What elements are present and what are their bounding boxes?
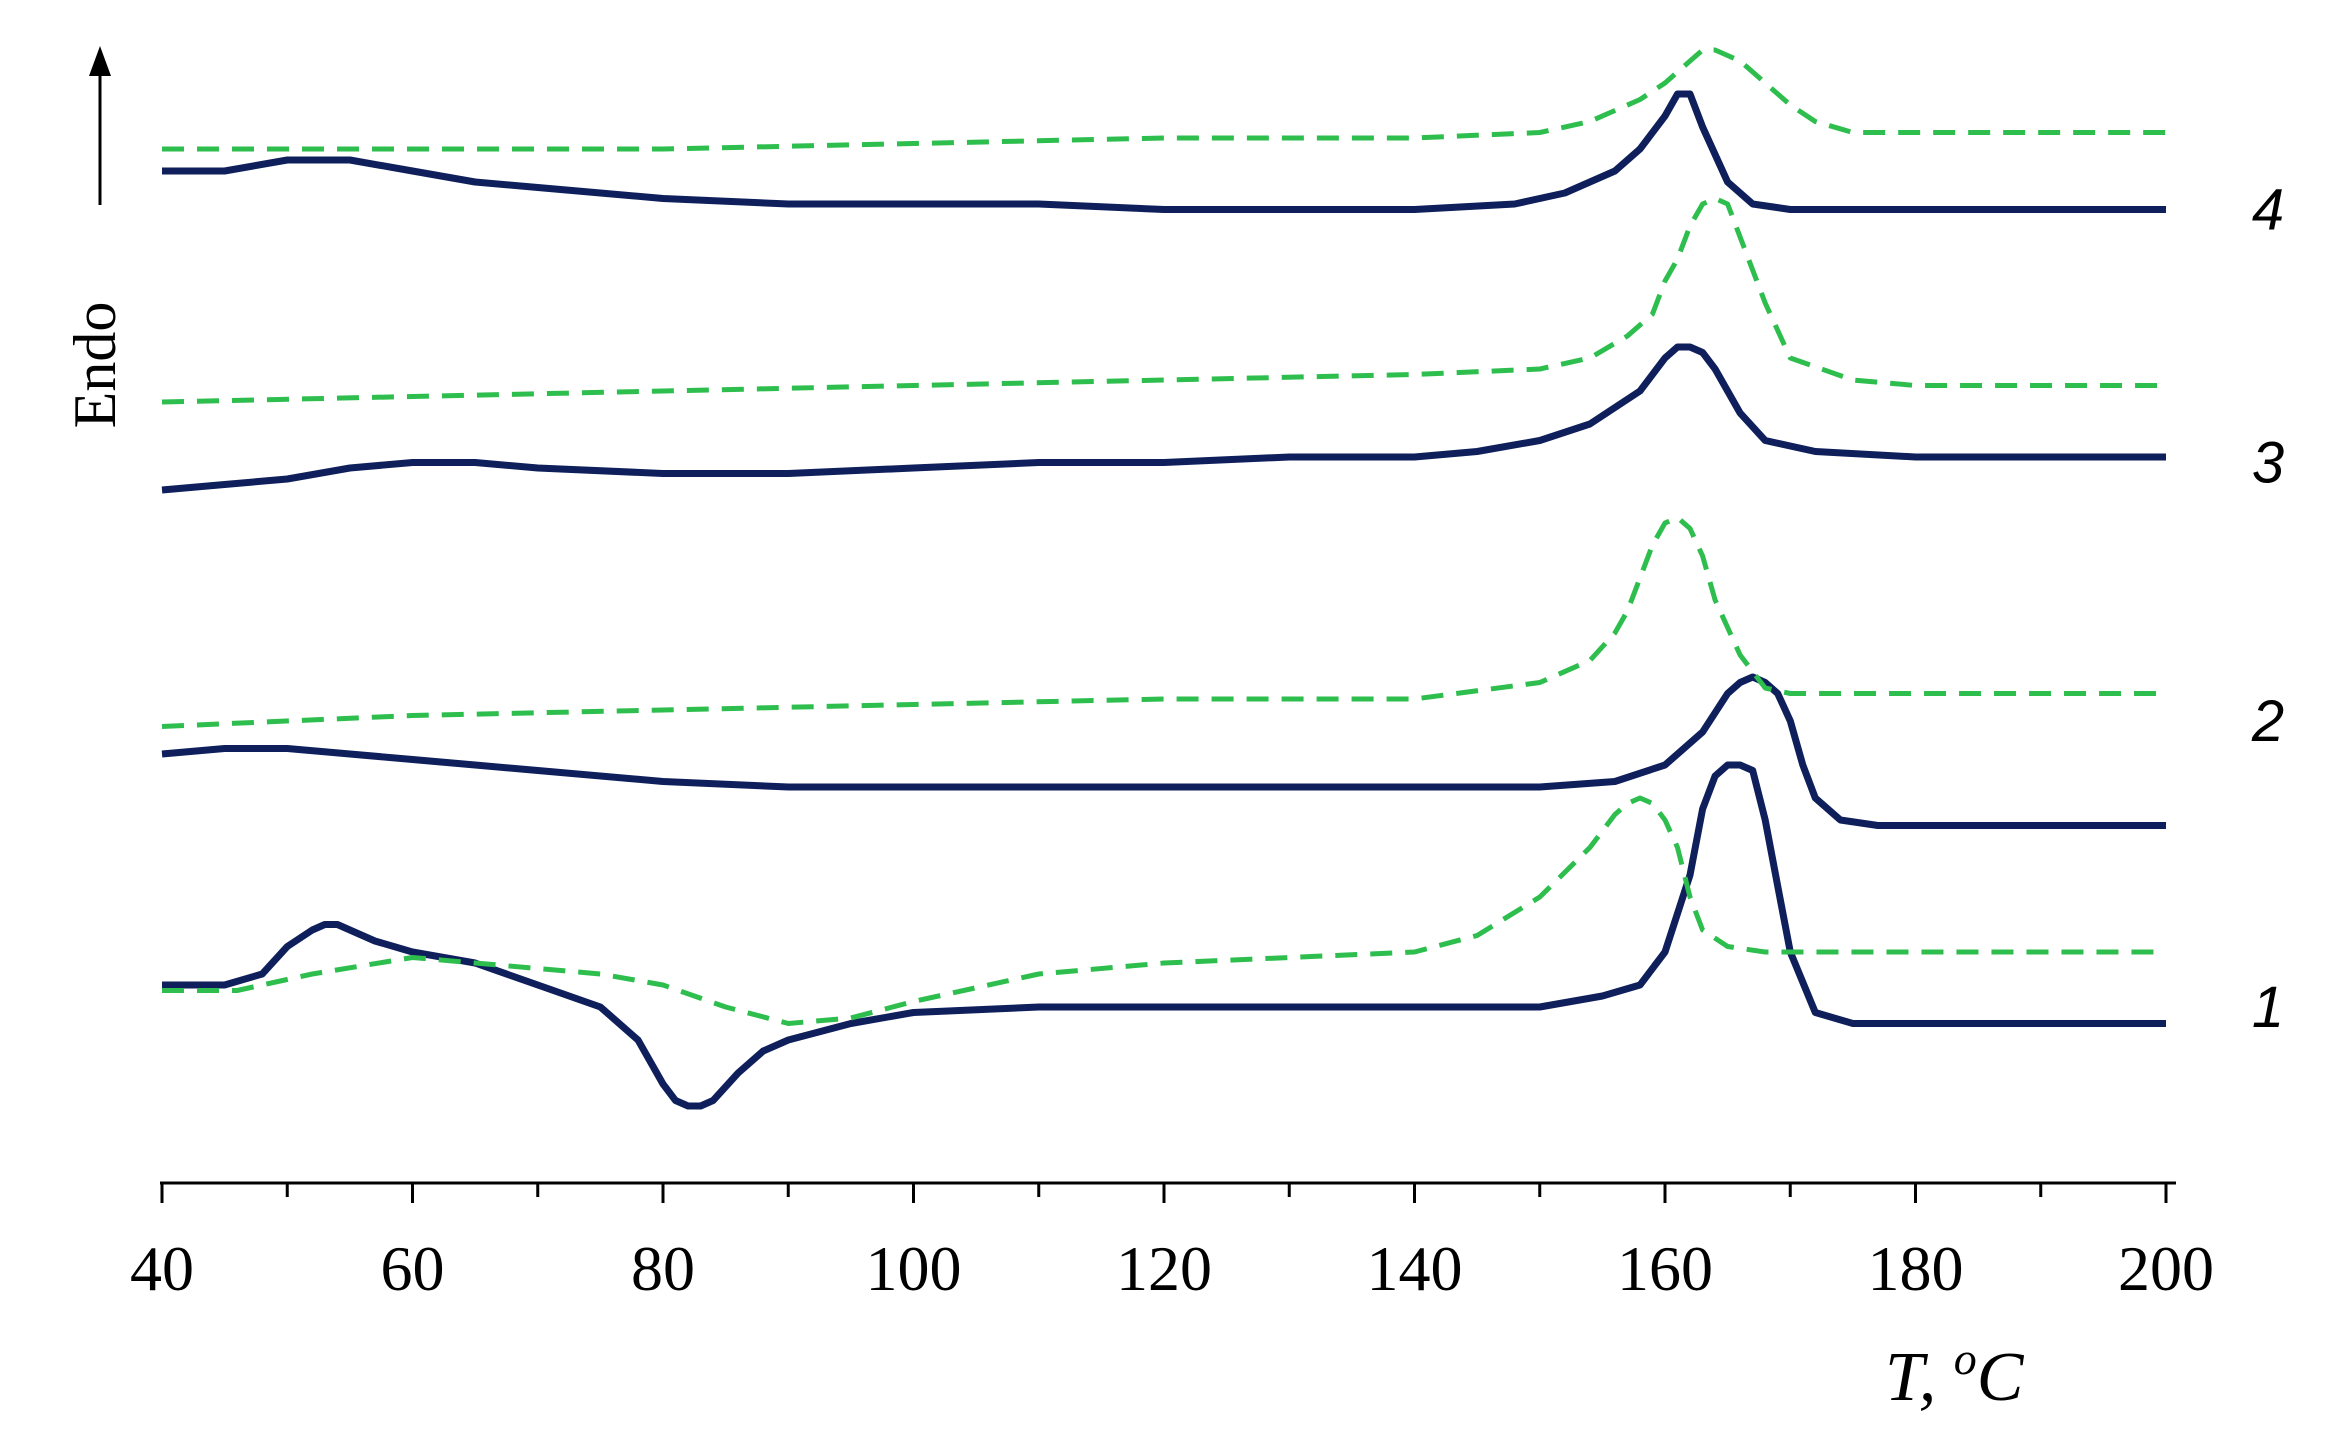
x-tick-label: 60 (381, 1233, 445, 1304)
x-tick-label: 80 (631, 1233, 695, 1304)
curve-1-dashed (162, 795, 2166, 1026)
x-tick-label: 180 (1868, 1233, 1964, 1304)
curve-4-solid (162, 90, 2166, 213)
x-tick-label: 120 (1116, 1233, 1212, 1304)
x-tick-label: 40 (130, 1233, 194, 1304)
x-tick-label: 200 (2118, 1233, 2214, 1304)
curve-2-solid (161, 673, 2166, 829)
curve-labels: 4 3 2 1 (2251, 178, 2284, 1041)
curve-4-dashed (162, 47, 2166, 152)
curve-label-2: 2 (2251, 689, 2284, 754)
x-axis-ticks: 40 60 80 100 120 140 160 180 200 (130, 1183, 2214, 1304)
curve-2-dashed (161, 515, 2166, 729)
x-tick-label: 140 (1367, 1233, 1463, 1304)
curve-label-3: 3 (2252, 431, 2284, 496)
x-axis-title-unit: C (1977, 1339, 2025, 1416)
x-axis-title-main: T, (1885, 1339, 1954, 1416)
endo-arrow-head (89, 46, 111, 76)
x-tick-label: 160 (1617, 1233, 1713, 1304)
curve-1-solid (162, 761, 2166, 1110)
curve-3-dashed (161, 196, 2166, 405)
x-axis-title: T, oC (1885, 1333, 2025, 1416)
curve-3-solid (161, 343, 2166, 494)
curve-label-4: 4 (2252, 178, 2284, 243)
curve-label-1: 1 (2252, 975, 2284, 1040)
x-axis-title-sup: o (1954, 1333, 1977, 1384)
y-axis-label: Endo (62, 302, 128, 429)
curves-layer (161, 47, 2166, 1110)
x-tick-label: 100 (866, 1233, 962, 1304)
